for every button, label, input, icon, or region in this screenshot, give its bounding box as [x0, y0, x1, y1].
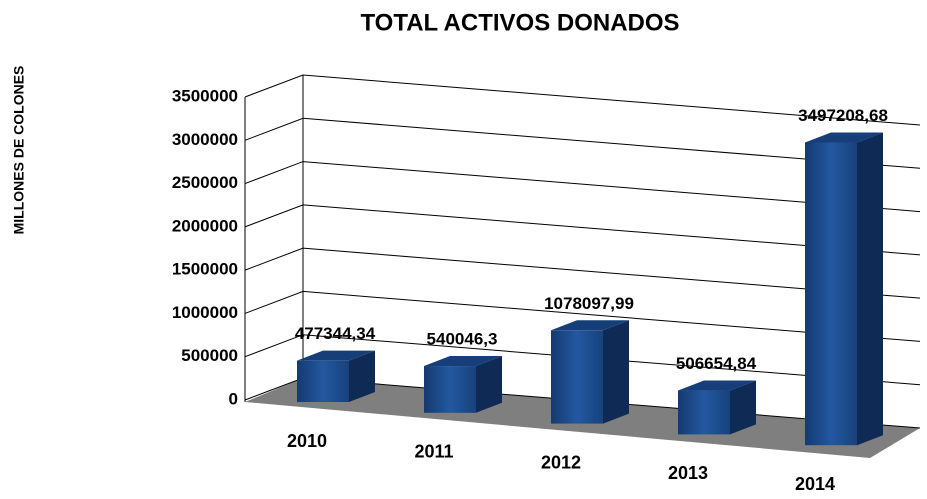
- y-tick-label: 2000000: [172, 216, 238, 235]
- x-tick-label: 2010: [287, 431, 327, 451]
- y-tick-label: 500000: [181, 346, 238, 365]
- y-tick-label: 3500000: [172, 86, 238, 105]
- grid-line: [244, 334, 921, 386]
- chart-title: TOTAL ACTIVOS DONADOS: [360, 9, 679, 36]
- bar-front: [805, 142, 857, 446]
- bar: [805, 132, 883, 446]
- value-label: 506654,84: [676, 354, 757, 373]
- bar-side: [857, 132, 883, 446]
- value-label: 477344,34: [295, 324, 376, 343]
- bar: [424, 356, 502, 413]
- grid-line: [244, 290, 921, 342]
- x-tick-label: 2014: [795, 474, 835, 494]
- bar-side: [349, 350, 375, 402]
- bar-front: [297, 360, 349, 402]
- x-tick-label: 2012: [541, 452, 581, 472]
- bar-top: [551, 320, 629, 331]
- y-axis-label: MILLONES DE COLONES: [11, 66, 27, 235]
- value-label: 3497208,68: [798, 106, 888, 125]
- bar-top: [297, 350, 375, 361]
- x-tick-label: 2013: [668, 463, 708, 483]
- bar: [678, 380, 756, 435]
- y-tick-label: 1000000: [172, 303, 238, 322]
- grid-line: [244, 247, 921, 299]
- grid-line: [244, 204, 921, 256]
- bar-side: [603, 320, 629, 424]
- bar: [297, 350, 375, 402]
- y-tick-label: 1500000: [172, 260, 238, 279]
- bar-side: [476, 356, 502, 413]
- y-tick-label: 3000000: [172, 130, 238, 149]
- bar-front: [551, 330, 603, 424]
- bar-side: [730, 380, 756, 435]
- bar-top: [805, 132, 883, 143]
- x-tick-label: 2011: [414, 442, 453, 462]
- value-label: 540046,3: [427, 330, 498, 349]
- bar-top: [424, 356, 502, 367]
- bar-top: [678, 380, 756, 391]
- grid-line: [244, 74, 921, 126]
- value-label: 1078097,99: [544, 294, 634, 313]
- grid-line: [244, 117, 921, 169]
- bar-front: [678, 390, 730, 435]
- y-tick-label: 0: [229, 389, 238, 408]
- bar-front: [424, 366, 476, 413]
- grid-line: [244, 161, 921, 213]
- y-tick-label: 2500000: [172, 173, 238, 192]
- bar: [551, 320, 629, 424]
